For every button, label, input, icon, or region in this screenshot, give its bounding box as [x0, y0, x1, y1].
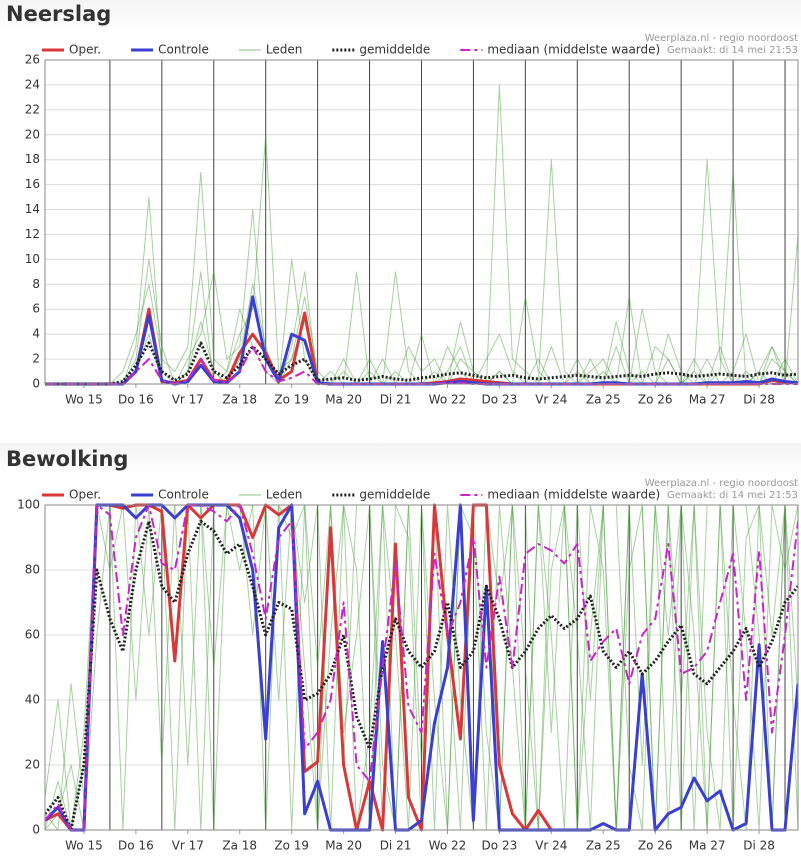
x-tick-label: Do 23: [482, 839, 518, 853]
made-label: Gemaakt: di 14 mei 21:53: [667, 45, 798, 56]
y-tick-label: 22: [25, 102, 40, 116]
x-tick-label: Ma 27: [689, 393, 726, 407]
x-tick-label: Zo 19: [274, 393, 309, 407]
x-tick-label: Di 28: [743, 839, 775, 853]
y-tick-label: 10: [25, 252, 40, 266]
x-tick-label: Ma 20: [325, 393, 362, 407]
y-tick-label: 0: [32, 823, 40, 837]
y-tick-label: 60: [25, 628, 40, 642]
source-label: Weerplaza.nl - regio noordoost: [645, 478, 798, 489]
chart-title: Bewolking: [6, 447, 128, 471]
y-tick-label: 4: [32, 327, 40, 341]
plot-frame: [44, 59, 799, 385]
y-tick-label: 2: [32, 352, 40, 366]
x-tick-label: Vr 24: [535, 839, 567, 853]
y-tick-label: 26: [25, 53, 40, 67]
x-tick-label: Zo 19: [274, 839, 309, 853]
chart: Neerslag Weerplaza.nl - regio noordoostGe…: [6, 2, 799, 407]
x-tick-label: Do 16: [118, 839, 154, 853]
series-line: [45, 503, 798, 832]
chart-title: Neerslag: [6, 2, 111, 26]
plot-frame: [44, 504, 799, 831]
legend-label: Controle: [158, 43, 209, 57]
series-line: [45, 341, 798, 386]
y-tick-label: 16: [25, 177, 40, 191]
x-tick-label: Za 25: [586, 839, 621, 853]
y-tick-label: 14: [25, 202, 40, 216]
y-tick-label: 20: [25, 758, 40, 772]
legend-label: Oper.: [69, 488, 101, 502]
x-tick-label: Do 23: [482, 393, 518, 407]
x-tick-label: Wo 15: [65, 839, 103, 853]
x-tick-label: Do 16: [118, 393, 154, 407]
x-tick-label: Wo 22: [429, 839, 467, 853]
y-tick-label: 6: [32, 302, 40, 316]
series-line: [45, 519, 798, 832]
member-line: [45, 504, 798, 831]
legend-label: gemiddelde: [359, 43, 430, 57]
x-tick-label: Wo 22: [429, 393, 467, 407]
y-tick-label: 12: [25, 227, 40, 241]
x-tick-label: Di 21: [380, 393, 412, 407]
member-line: [45, 196, 798, 385]
y-tick-label: 24: [25, 77, 40, 91]
y-tick-label: 0: [32, 377, 40, 391]
legend-label: Leden: [266, 43, 302, 57]
header-band: [0, 0, 801, 32]
y-tick-label: 20: [25, 127, 40, 141]
x-tick-label: Vr 24: [535, 393, 567, 407]
x-tick-label: Zo 26: [638, 393, 673, 407]
made-label: Gemaakt: di 14 mei 21:53: [667, 490, 798, 501]
y-tick-label: 18: [25, 152, 40, 166]
y-tick-label: 40: [25, 693, 40, 707]
x-tick-label: Zo 26: [638, 839, 673, 853]
y-tick-label: 100: [17, 498, 40, 512]
x-tick-label: Vr 17: [172, 393, 204, 407]
legend-label: gemiddelde: [359, 488, 430, 502]
y-tick-label: 80: [25, 563, 40, 577]
x-tick-label: Ma 20: [325, 839, 362, 853]
y-tick-label: 8: [32, 277, 40, 291]
legend-label: Oper.: [69, 43, 101, 57]
source-label: Weerplaza.nl - regio noordoost: [645, 33, 798, 44]
x-tick-label: Za 25: [586, 393, 621, 407]
header-band: [0, 443, 801, 475]
x-tick-label: Za 18: [222, 839, 257, 853]
x-tick-label: Vr 17: [172, 839, 204, 853]
x-tick-label: Di 21: [380, 839, 412, 853]
x-tick-label: Di 28: [743, 393, 775, 407]
x-tick-label: Wo 15: [65, 393, 103, 407]
legend-label: mediaan (middelste waarde): [487, 488, 660, 502]
series-layer: [45, 503, 798, 832]
legend-label: mediaan (middelste waarde): [487, 43, 660, 57]
series-line: [45, 504, 798, 831]
x-tick-label: Ma 27: [689, 839, 726, 853]
legend-label: Leden: [266, 488, 302, 502]
chart: Bewolking Weerplaza.nl - regio noordoostG…: [6, 447, 799, 853]
x-tick-label: Za 18: [222, 393, 257, 407]
legend-label: Controle: [158, 488, 209, 502]
